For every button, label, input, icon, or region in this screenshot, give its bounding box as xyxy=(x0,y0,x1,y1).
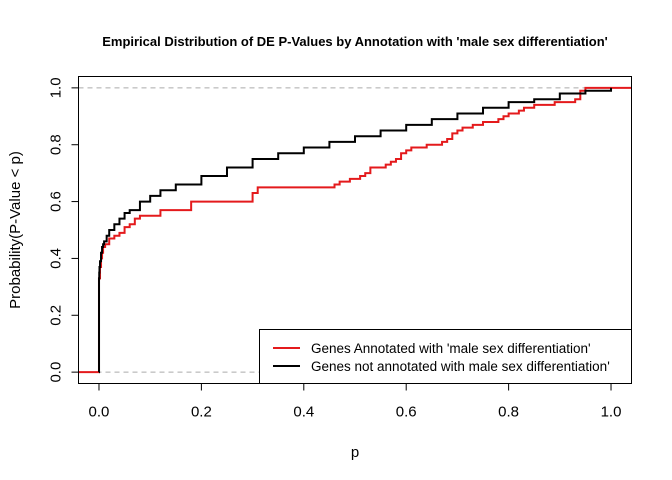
series-line-1 xyxy=(98,87,613,374)
series-line-0 xyxy=(78,86,632,374)
y-axis-label: Probability(P-Value < p) xyxy=(7,151,24,309)
chart-title: Empirical Distribution of DE P-Values by… xyxy=(102,34,608,49)
x-tick-label-0: 0.0 xyxy=(89,404,110,421)
x-tick-label-5: 1.0 xyxy=(601,404,622,421)
y-tick-label-2: 0.4 xyxy=(48,248,65,269)
y-tick-label-5: 1.0 xyxy=(48,77,65,98)
legend: Genes Annotated with 'male sex different… xyxy=(259,329,632,384)
legend-label-annotated: Genes Annotated with 'male sex different… xyxy=(311,341,591,356)
y-tick-label-1: 0.2 xyxy=(48,305,65,326)
x-tick-label-1: 0.2 xyxy=(191,404,212,421)
x-axis: 0.0 0.2 0.4 0.6 0.8 1.0 xyxy=(89,383,622,421)
legend-box xyxy=(259,329,632,384)
y-tick-label-4: 0.8 xyxy=(48,134,65,155)
legend-label-not-annotated: Genes not annotated with male sex differ… xyxy=(311,359,610,374)
y-tick-label-3: 0.6 xyxy=(48,191,65,212)
series-layer xyxy=(78,86,632,374)
x-tick-label-3: 0.6 xyxy=(396,404,417,421)
y-axis: 0.0 0.2 0.4 0.6 0.8 1.0 xyxy=(48,77,79,383)
x-tick-label-2: 0.4 xyxy=(293,404,314,421)
x-axis-label: p xyxy=(351,444,359,461)
x-tick-label-4: 0.8 xyxy=(498,404,519,421)
y-tick-label-0: 0.0 xyxy=(48,362,65,383)
